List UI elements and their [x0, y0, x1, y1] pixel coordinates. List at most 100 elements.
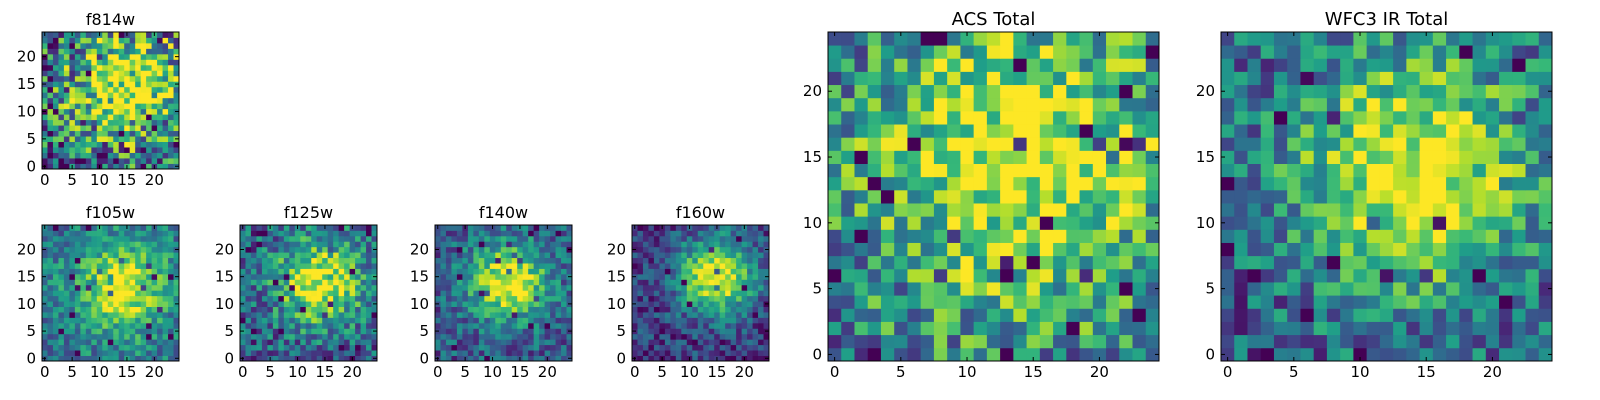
heatmap-cell: [267, 279, 274, 286]
heatmap-cell: [947, 176, 961, 191]
heatmap-cell: [113, 350, 120, 356]
heatmap-cell: [986, 255, 1001, 270]
heatmap-cell: [632, 317, 638, 324]
heatmap-cell: [47, 317, 54, 324]
heatmap-cell: [478, 328, 485, 335]
heatmap-cell: [168, 64, 174, 71]
heatmap-cell: [528, 279, 535, 286]
heatmap-cell: [261, 344, 268, 351]
heatmap-cell: [278, 284, 285, 291]
heatmap-cell: [1538, 58, 1553, 72]
heatmap-cell: [1472, 347, 1487, 362]
heatmap-cell: [80, 136, 87, 142]
heatmap-cell: [52, 163, 59, 170]
heatmap-cell: [642, 263, 649, 269]
heatmap-cell: [173, 141, 180, 148]
heatmap-cell: [473, 235, 480, 242]
heatmap-cell: [278, 263, 285, 269]
heatmap-cell: [162, 252, 169, 259]
heatmap-cell: [736, 279, 742, 286]
heatmap-cell: [1247, 176, 1262, 191]
heatmap-cell: [74, 241, 81, 248]
heatmap-cell: [841, 58, 855, 72]
heatmap-cell: [168, 158, 174, 164]
heatmap-cell: [1393, 242, 1407, 257]
heatmap-cell: [69, 158, 76, 164]
heatmap-cell: [69, 147, 76, 153]
heatmap-cell: [118, 108, 125, 115]
heatmap-cell: [294, 301, 301, 307]
heatmap-cell: [316, 295, 323, 302]
heatmap-cell: [333, 235, 340, 242]
heatmap-cell: [1300, 97, 1315, 112]
heatmap-cell: [1353, 203, 1368, 217]
heatmap-cell: [763, 339, 770, 346]
heatmap-cell: [113, 86, 120, 93]
heatmap-cell: [550, 257, 556, 264]
heatmap-cell: [107, 48, 114, 55]
heatmap-cell: [1026, 110, 1041, 125]
heatmap-cell: [240, 252, 246, 259]
heatmap-cell: [240, 235, 246, 242]
heatmap-cell: [124, 295, 131, 302]
heatmap-cell: [151, 263, 158, 269]
heatmap-cell: [675, 273, 682, 280]
heatmap-cell: [637, 273, 644, 280]
heatmap-cell: [670, 317, 677, 324]
heatmap-cell: [168, 152, 174, 159]
heatmap-cell: [366, 295, 372, 302]
panel-title: f140w: [479, 203, 528, 222]
heatmap-cell: [933, 295, 948, 309]
heatmap-cell: [316, 312, 323, 318]
heatmap-cell: [752, 252, 759, 259]
heatmap-cell: [146, 350, 152, 356]
heatmap-cell: [58, 70, 65, 77]
heatmap-cell: [349, 312, 356, 318]
heatmap-cell: [522, 333, 529, 340]
heatmap-cell: [272, 317, 279, 324]
heatmap-cell: [747, 284, 753, 291]
heatmap-cell: [506, 273, 513, 280]
heatmap-cell: [697, 344, 704, 351]
heatmap-cell: [1053, 176, 1067, 191]
heatmap-cell: [1247, 347, 1262, 362]
heatmap-cell: [102, 59, 109, 66]
heatmap-cell: [85, 355, 92, 362]
heatmap-cell: [91, 306, 98, 313]
heatmap-cell: [366, 284, 372, 291]
heatmap-cell: [752, 257, 759, 264]
heatmap-cell: [828, 268, 842, 283]
heatmap-cell: [267, 257, 274, 264]
heatmap-cell: [283, 225, 290, 231]
heatmap-cell: [719, 306, 726, 313]
heatmap-cell: [157, 64, 163, 71]
heatmap-cell: [566, 344, 573, 351]
heatmap-cell: [250, 339, 257, 346]
heatmap-cell: [747, 273, 753, 280]
heatmap-cell: [371, 284, 378, 291]
heatmap-cell: [451, 350, 458, 356]
heatmap-cell: [947, 110, 961, 125]
heatmap-cell: [920, 97, 935, 112]
heatmap-cell: [58, 273, 65, 280]
heatmap-cell: [52, 241, 59, 248]
heatmap-cell: [517, 328, 524, 335]
heatmap-cell: [256, 252, 263, 259]
heatmap-cell: [63, 152, 70, 159]
heatmap-cell: [151, 141, 158, 148]
heatmap-cell: [440, 322, 447, 329]
heatmap-cell: [1260, 308, 1275, 322]
heatmap-cell: [42, 317, 48, 324]
heatmap-cell: [371, 252, 378, 259]
heatmap-cell: [703, 284, 710, 291]
heatmap-cell: [63, 114, 70, 121]
heatmap-cell: [118, 257, 125, 264]
heatmap-cell: [135, 328, 142, 335]
heatmap-cell: [371, 312, 378, 318]
heatmap-cell: [135, 92, 142, 99]
heatmap-cell: [1260, 189, 1275, 204]
heatmap-cell: [316, 344, 323, 351]
heatmap-cell: [933, 347, 948, 362]
heatmap-cell: [692, 339, 699, 346]
